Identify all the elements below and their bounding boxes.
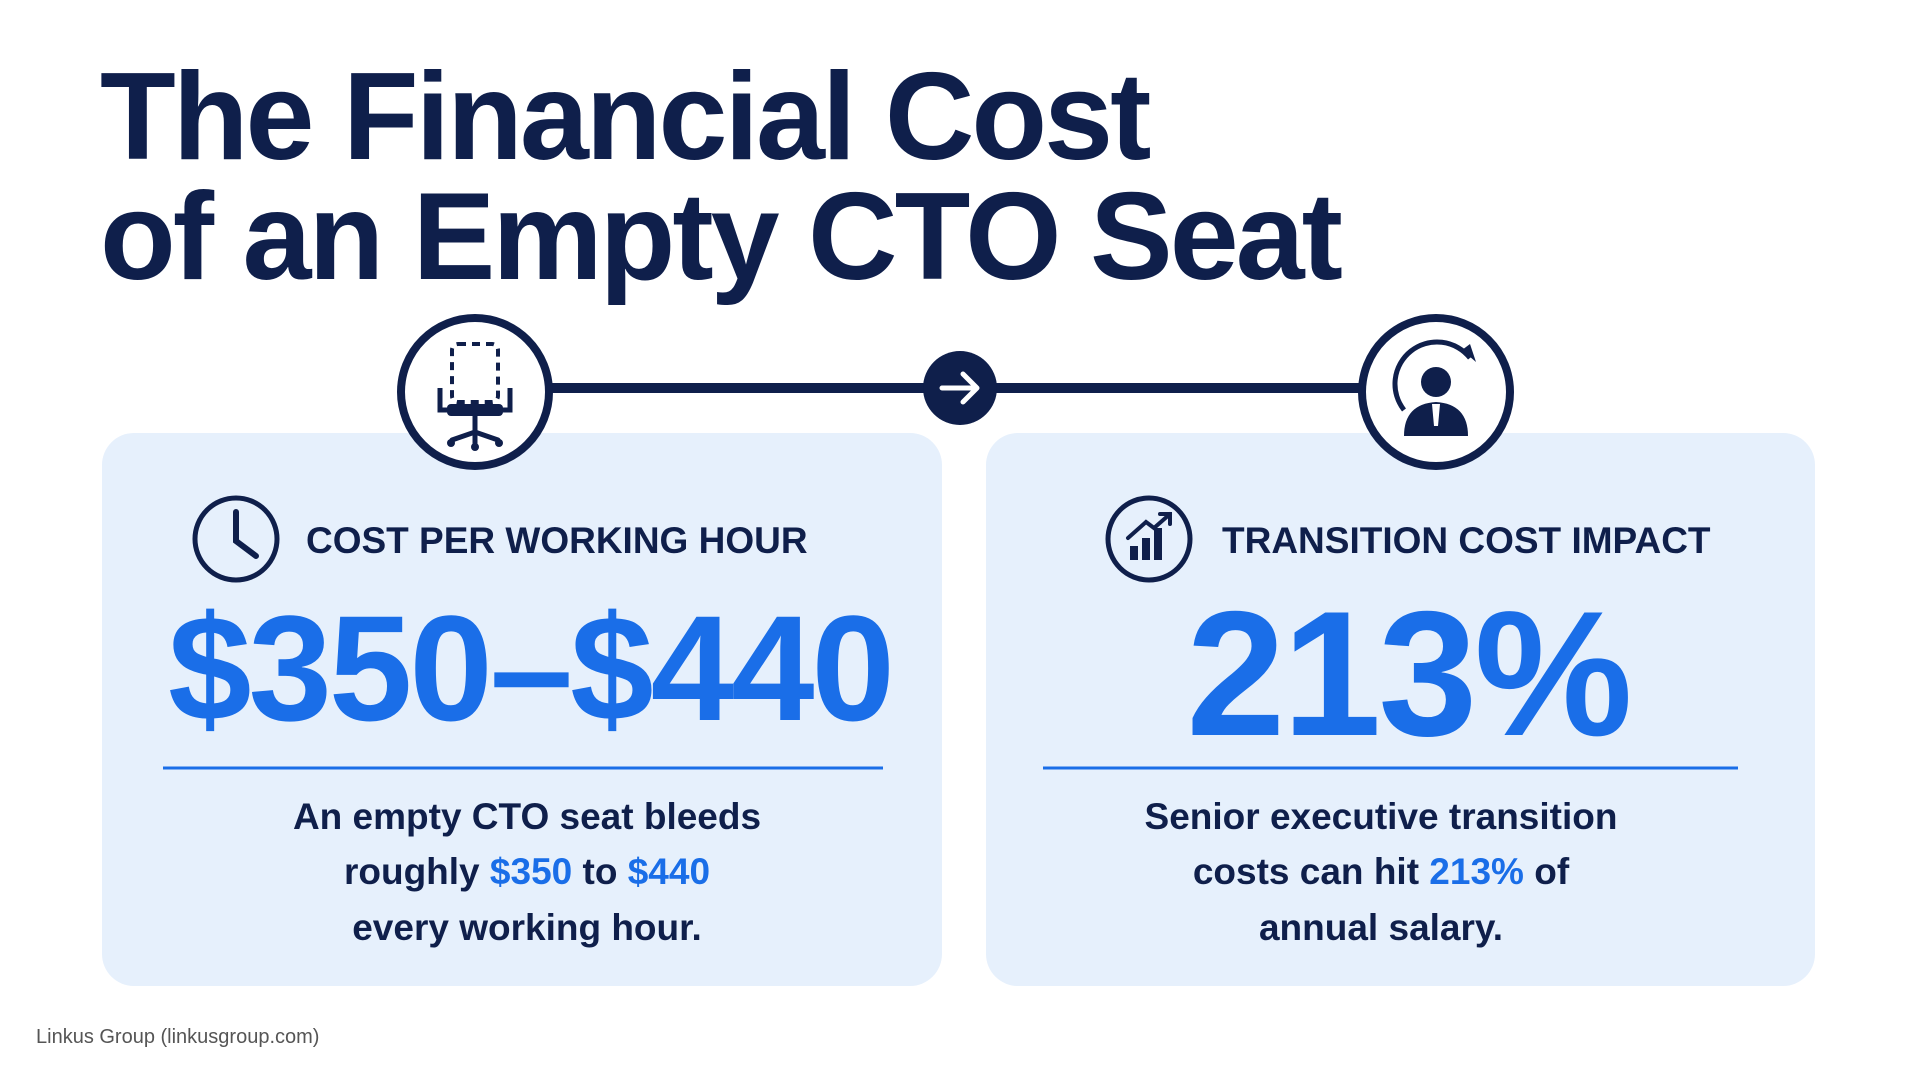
card-description-line: annual salary.	[1259, 907, 1503, 948]
description-text: roughly	[344, 851, 490, 892]
card	[986, 433, 1815, 986]
title-line: of an Empty CTO Seat	[100, 168, 1342, 306]
card-description-line: costs can hit 213% of	[1193, 851, 1570, 892]
chair-icon	[397, 314, 553, 470]
card-heading: TRANSITION COST IMPACT	[1222, 520, 1711, 561]
footer: Linkus Group (linkusgroup.com)	[36, 1026, 319, 1048]
arrow-icon	[939, 371, 980, 405]
executive-icon	[1358, 314, 1514, 470]
card-description-line: roughly $350 to $440	[344, 851, 710, 892]
description-text: costs can hit	[1193, 851, 1429, 892]
card-heading: COST PER WORKING HOUR	[306, 520, 808, 561]
description-text: annual salary.	[1259, 907, 1503, 948]
card-description-line: Senior executive transition	[1145, 796, 1618, 837]
card-value: $350–$440	[168, 584, 892, 752]
description-text: of	[1524, 851, 1570, 892]
highlight-text: $350	[490, 851, 572, 892]
growth-icon	[1105, 495, 1193, 583]
card-description-line: An empty CTO seat bleeds	[293, 796, 761, 837]
description-text: An empty CTO seat bleeds	[293, 796, 761, 837]
card	[102, 433, 942, 986]
highlight-text: 213%	[1429, 851, 1524, 892]
clock-icon	[192, 495, 280, 583]
description-text: every working hour.	[352, 907, 702, 948]
card-value: 213%	[1186, 574, 1629, 773]
description-text: to	[572, 851, 627, 892]
highlight-text: $440	[628, 851, 710, 892]
title-line: The Financial Cost	[100, 48, 1150, 186]
description-text: Senior executive transition	[1145, 796, 1618, 837]
card-description-line: every working hour.	[352, 907, 702, 948]
